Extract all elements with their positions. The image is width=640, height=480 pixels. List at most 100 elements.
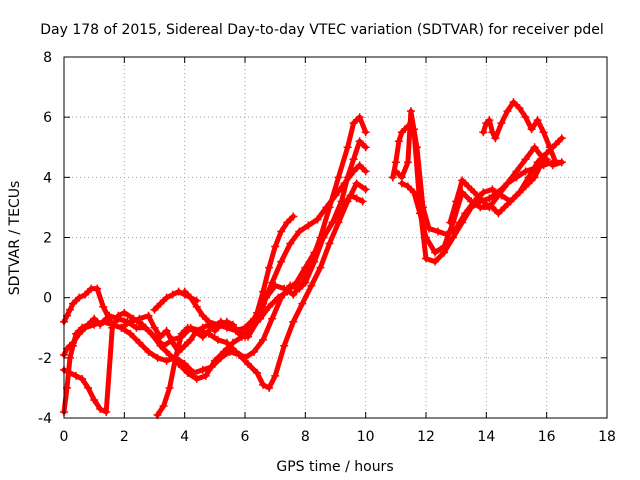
data-point-marker bbox=[144, 347, 153, 356]
data-point-marker bbox=[75, 329, 84, 338]
x-tick-label: 12 bbox=[417, 429, 435, 445]
data-point-marker bbox=[340, 179, 349, 188]
y-tick-label: 6 bbox=[43, 110, 52, 126]
x-tick-label: 16 bbox=[538, 429, 556, 445]
data-point-marker bbox=[485, 116, 494, 125]
data-point-marker bbox=[446, 218, 455, 227]
data-point-marker bbox=[464, 182, 473, 191]
data-point-marker bbox=[307, 281, 316, 290]
data-point-marker bbox=[533, 116, 542, 125]
data-point-marker bbox=[259, 335, 268, 344]
data-point-marker bbox=[265, 302, 274, 311]
series-track-k bbox=[479, 98, 560, 167]
data-point-marker bbox=[530, 173, 539, 182]
data-point-marker bbox=[316, 233, 325, 242]
data-point-marker bbox=[394, 137, 403, 146]
data-point-marker bbox=[165, 383, 174, 392]
data-point-marker bbox=[78, 374, 87, 383]
data-point-marker bbox=[470, 188, 479, 197]
data-point-marker bbox=[542, 155, 551, 164]
data-point-marker bbox=[268, 314, 277, 323]
data-point-marker bbox=[280, 341, 289, 350]
x-tick-label: 0 bbox=[60, 429, 69, 445]
data-point-marker bbox=[461, 209, 470, 218]
data-point-marker bbox=[527, 125, 536, 134]
data-point-marker bbox=[358, 197, 367, 206]
y-tick-label: 4 bbox=[43, 170, 52, 186]
series-line bbox=[399, 144, 565, 255]
data-point-marker bbox=[231, 326, 240, 335]
data-point-marker bbox=[313, 215, 322, 224]
data-point-marker bbox=[551, 158, 560, 167]
data-point-marker bbox=[138, 320, 147, 329]
data-point-marker bbox=[521, 113, 530, 122]
series-line bbox=[61, 213, 296, 355]
data-point-marker bbox=[72, 371, 81, 380]
data-point-marker bbox=[66, 353, 75, 362]
data-point-marker bbox=[515, 104, 524, 113]
data-point-marker bbox=[322, 203, 331, 212]
data-point-marker bbox=[241, 323, 249, 332]
data-point-marker bbox=[391, 167, 400, 176]
data-point-marker bbox=[476, 194, 485, 203]
data-point-marker bbox=[422, 233, 430, 242]
data-point-marker bbox=[307, 257, 316, 266]
axis-ticks: 0 2 4 6 8 10 12 14 16 18 -4 -2 0 2 4 6 8 bbox=[38, 50, 616, 445]
data-point-marker bbox=[397, 128, 406, 137]
x-axis-label: GPS time / hours bbox=[276, 459, 393, 475]
data-point-marker bbox=[180, 341, 189, 350]
data-point-marker bbox=[153, 353, 162, 362]
series-track-f bbox=[180, 161, 370, 335]
data-point-marker bbox=[521, 167, 530, 176]
data-point-marker bbox=[479, 188, 488, 197]
data-point-marker bbox=[183, 323, 192, 332]
data-point-marker bbox=[259, 380, 268, 389]
data-point-marker bbox=[343, 143, 352, 152]
data-point-marker bbox=[126, 329, 135, 338]
series-line bbox=[61, 192, 366, 415]
x-tick-label: 18 bbox=[598, 429, 616, 445]
data-point-marker bbox=[349, 119, 358, 128]
data-point-marker bbox=[476, 203, 485, 212]
data-point-marker bbox=[204, 317, 213, 326]
data-point-marker bbox=[557, 134, 566, 143]
data-point-marker bbox=[545, 143, 554, 152]
data-point-marker bbox=[213, 335, 222, 344]
data-point-marker bbox=[325, 239, 334, 248]
data-point-marker bbox=[295, 227, 304, 236]
data-point-marker bbox=[96, 404, 105, 413]
data-point-marker bbox=[99, 317, 108, 326]
series-track-c bbox=[60, 191, 367, 416]
data-point-marker bbox=[90, 395, 99, 404]
data-point-marker bbox=[551, 140, 560, 149]
y-tick-label: -2 bbox=[38, 351, 52, 367]
data-point-marker bbox=[150, 323, 159, 332]
data-point-marker bbox=[449, 233, 458, 242]
data-point-marker bbox=[434, 227, 443, 236]
data-point-marker bbox=[521, 155, 530, 164]
data-point-marker bbox=[192, 296, 201, 305]
data-point-marker bbox=[361, 143, 370, 152]
data-point-marker bbox=[271, 242, 280, 251]
data-point-marker bbox=[168, 290, 177, 299]
data-point-marker bbox=[198, 311, 207, 320]
data-point-marker bbox=[503, 107, 512, 116]
data-point-marker bbox=[84, 383, 93, 392]
data-point-marker bbox=[168, 335, 177, 344]
data-point-marker bbox=[265, 383, 274, 392]
data-point-marker bbox=[352, 194, 361, 203]
data-point-marker bbox=[186, 335, 195, 344]
data-point-marker bbox=[403, 182, 412, 191]
series-track-g bbox=[150, 287, 201, 314]
data-point-marker bbox=[494, 209, 503, 218]
data-point-marker bbox=[225, 347, 234, 356]
data-point-marker bbox=[192, 374, 201, 383]
data-point-marker bbox=[512, 167, 521, 176]
data-point-marker bbox=[216, 353, 225, 362]
data-point-marker bbox=[171, 353, 180, 362]
data-point-marker bbox=[244, 359, 253, 368]
data-point-marker bbox=[334, 173, 343, 182]
data-point-marker bbox=[277, 227, 286, 236]
data-point-marker bbox=[250, 347, 259, 356]
